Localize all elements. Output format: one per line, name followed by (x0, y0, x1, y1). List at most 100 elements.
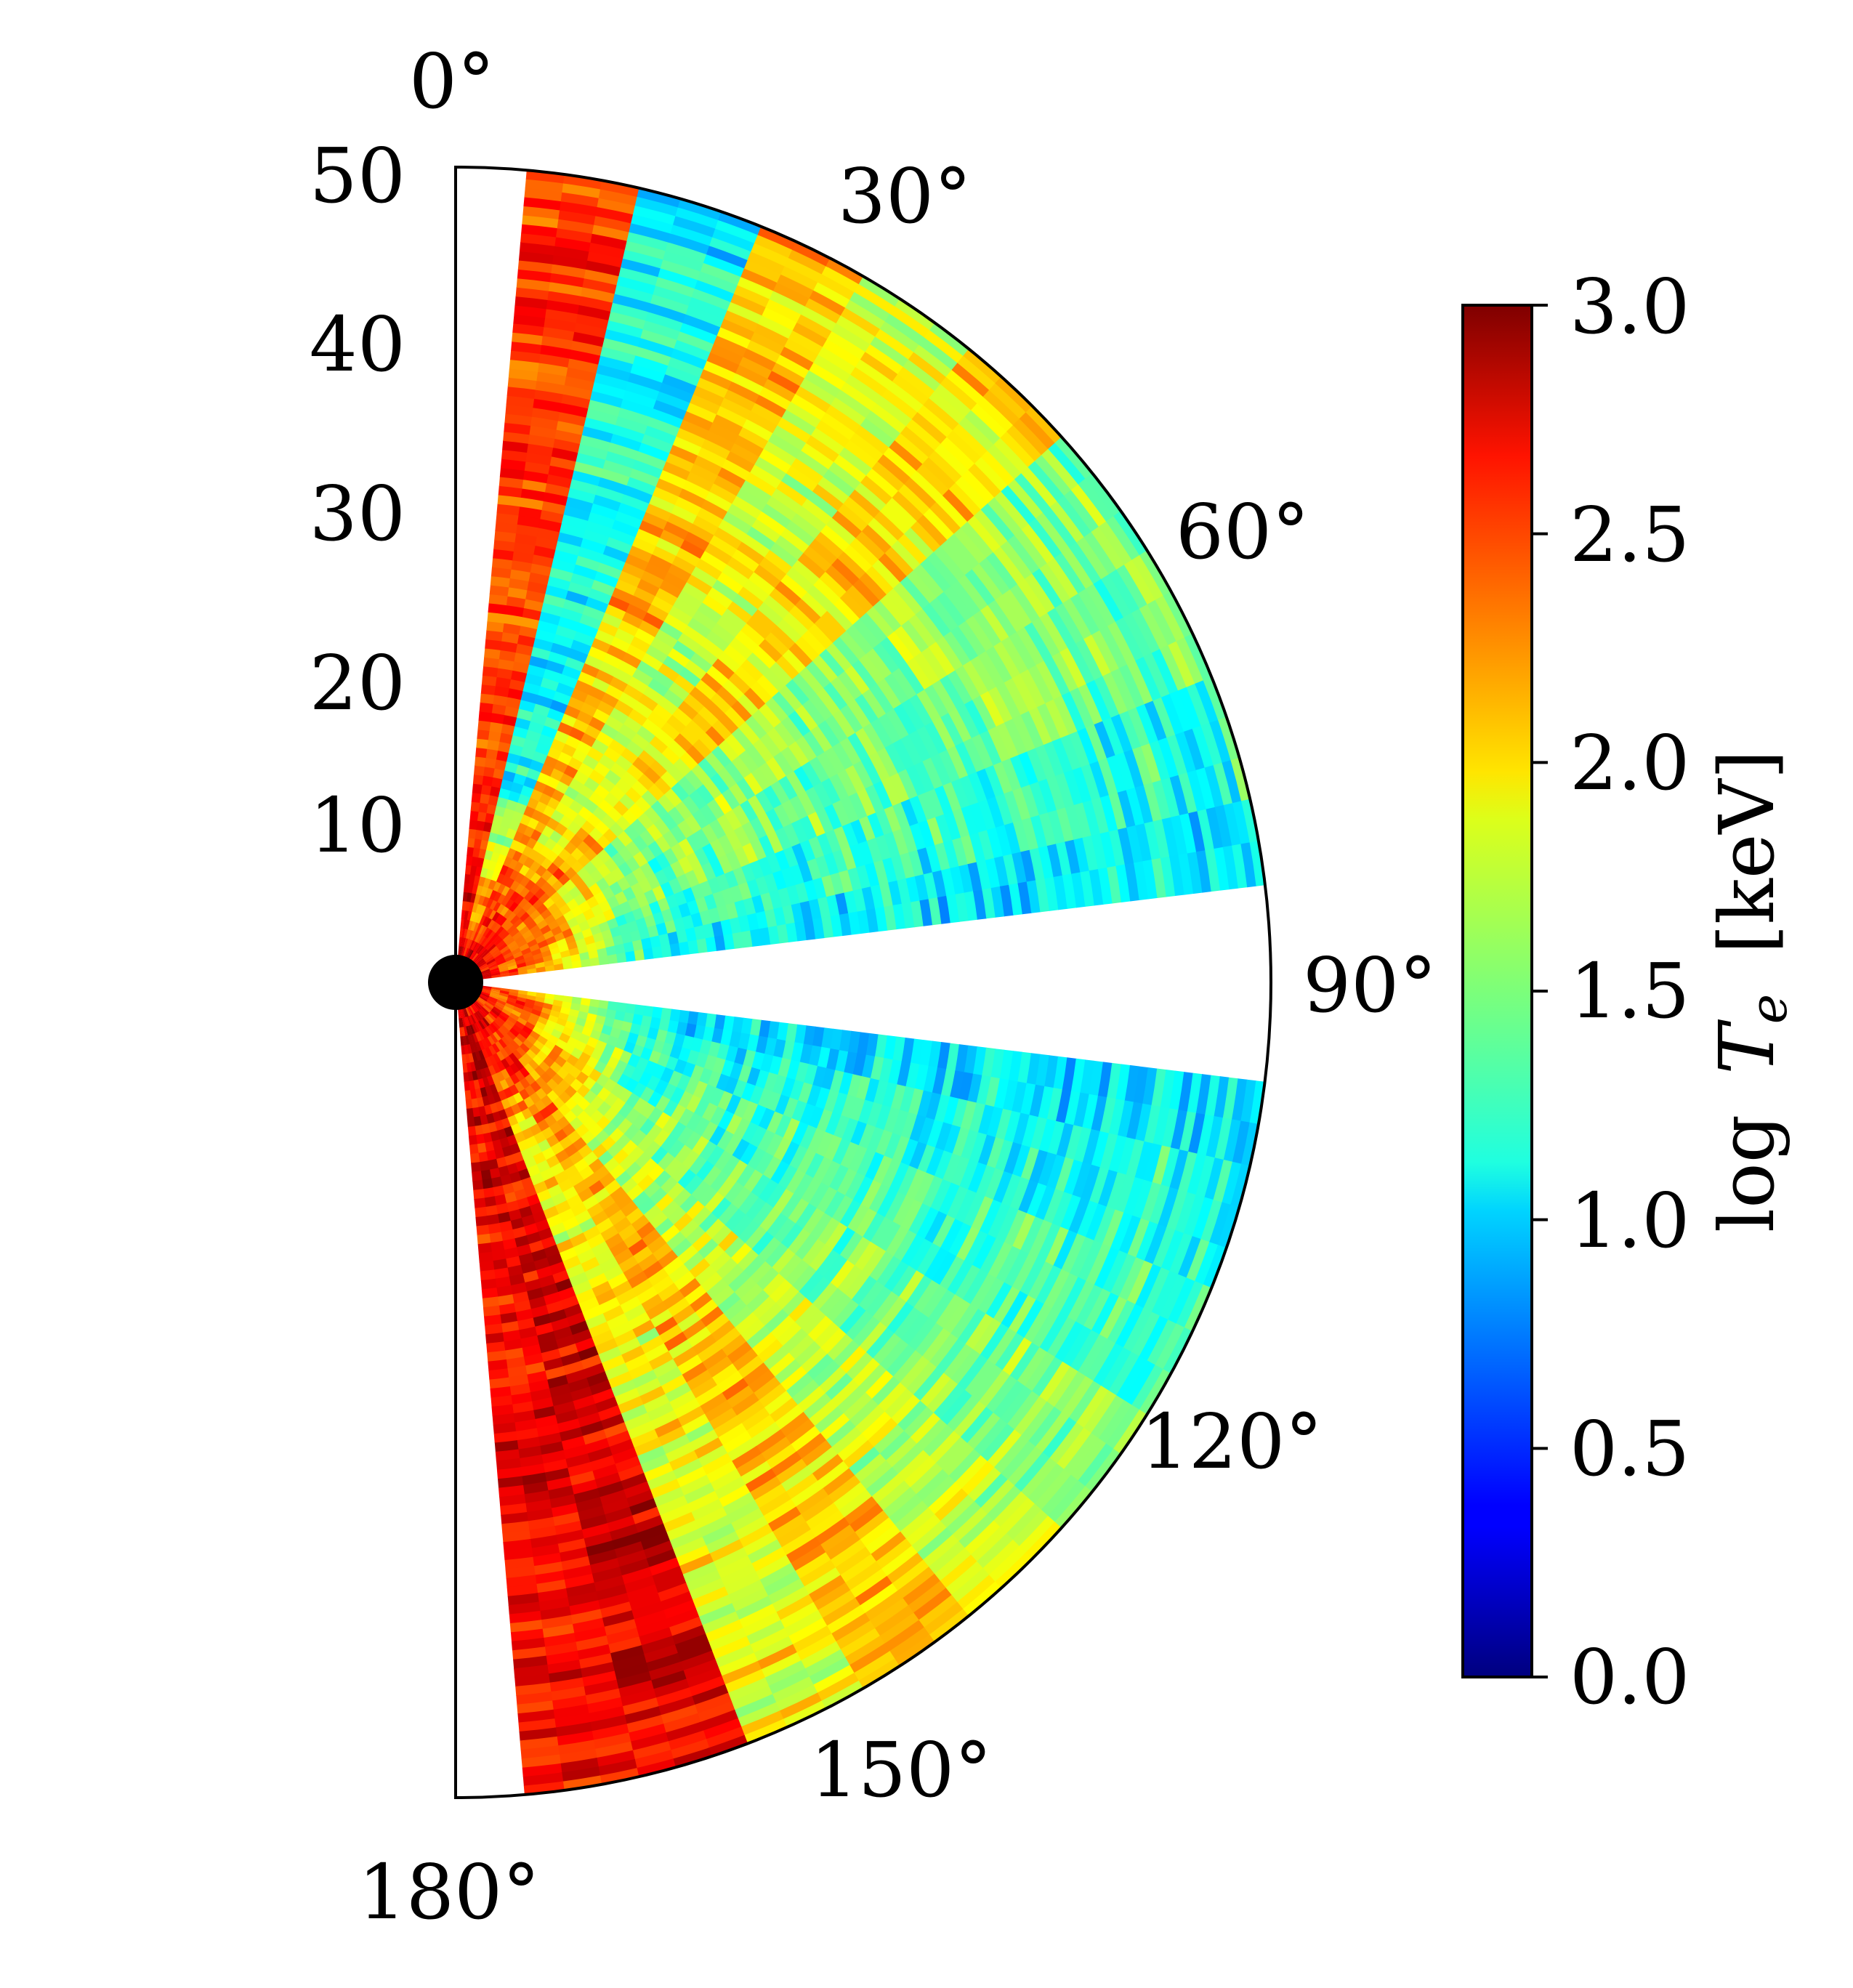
heatmap-cell (614, 284, 655, 304)
heatmap-cell (663, 1099, 679, 1118)
heatmap-cell (799, 1043, 813, 1065)
heatmap-cell (478, 1152, 488, 1163)
heatmap-cell (845, 299, 887, 331)
heatmap-cell (524, 1002, 535, 1009)
heatmap-cell (1047, 1120, 1065, 1157)
heatmap-cell (1085, 1243, 1112, 1287)
heatmap-cell (594, 215, 633, 233)
heatmap-cell (545, 1155, 560, 1169)
heatmap-cell (480, 966, 490, 973)
heatmap-cell (1038, 1361, 1071, 1404)
heatmap-cell (898, 484, 932, 517)
heatmap-cell (1214, 1118, 1232, 1162)
heatmap-cell (881, 388, 919, 421)
heatmap-cell (493, 1003, 504, 1012)
heatmap-cell (988, 687, 1014, 724)
heatmap-cell (673, 597, 699, 618)
heatmap-cell (468, 902, 475, 912)
heatmap-cell (509, 569, 532, 582)
heatmap-cell (1168, 1233, 1193, 1277)
heatmap-cell (1204, 1075, 1221, 1118)
heatmap-cell (561, 514, 589, 530)
heatmap-cell (570, 639, 593, 655)
heatmap-cell (652, 1275, 674, 1295)
heatmap-cell (774, 1094, 791, 1116)
heatmap-cell (809, 538, 839, 566)
heatmap-cell (759, 1652, 802, 1679)
heatmap-cell (477, 729, 490, 740)
heatmap-cell (900, 1312, 929, 1346)
heatmap-cell (498, 928, 508, 938)
heatmap-cell (910, 1038, 924, 1066)
heatmap-cell (701, 1611, 740, 1635)
heatmap-cell (1118, 827, 1135, 867)
heatmap-cell (495, 676, 512, 689)
heatmap-cell (730, 1392, 759, 1417)
heatmap-cell (677, 1126, 695, 1146)
heatmap-cell (755, 395, 788, 419)
heatmap-cell (868, 1251, 895, 1282)
heatmap-cell (631, 732, 650, 751)
heatmap-cell (482, 985, 493, 989)
heatmap-cell (716, 1652, 758, 1677)
heatmap-cell (796, 1149, 817, 1175)
heatmap-cell (661, 1434, 690, 1455)
heatmap-cell (727, 557, 756, 581)
heatmap-cell (899, 1086, 916, 1114)
heatmap-cell (523, 856, 536, 869)
heatmap-cell (586, 916, 600, 929)
heatmap-cell (563, 1143, 578, 1158)
heatmap-cell (622, 1263, 644, 1282)
heatmap-cell (615, 416, 649, 435)
heatmap-cell (940, 539, 974, 576)
heatmap-cell (695, 558, 724, 581)
heatmap-cell (497, 1211, 511, 1224)
heatmap-cell (545, 1019, 557, 1030)
heatmap-cell (1194, 1242, 1219, 1287)
heatmap-cell (892, 1036, 906, 1062)
heatmap-cell (948, 1222, 972, 1258)
heatmap-cell (934, 384, 973, 419)
heatmap-cell (791, 513, 823, 540)
heatmap-cell (478, 1020, 486, 1030)
heatmap-cell (551, 952, 562, 961)
heatmap-cell (940, 376, 979, 412)
heatmap-cell (576, 1412, 602, 1429)
heatmap-cell (576, 1248, 596, 1265)
heatmap-cell (610, 761, 628, 779)
heatmap-cell (708, 1126, 727, 1147)
heatmap-cell (485, 1332, 504, 1344)
heatmap-cell (583, 799, 600, 814)
heatmap-cell (460, 1018, 464, 1028)
heatmap-cell (1135, 1221, 1159, 1263)
heatmap-cell (1097, 1062, 1113, 1099)
heatmap-cell (729, 637, 754, 660)
heatmap-cell (954, 1264, 981, 1301)
heatmap-cell (459, 1018, 462, 1028)
heatmap-cell (1005, 1503, 1042, 1542)
heatmap-cell (839, 1030, 852, 1053)
heatmap-cell (522, 1270, 539, 1283)
heatmap-cell (555, 1038, 568, 1051)
heatmap-cell (729, 917, 742, 934)
heatmap-cell (628, 372, 664, 392)
heatmap-cell (625, 1584, 658, 1603)
heatmap-cell (931, 1251, 957, 1287)
heatmap-cell (462, 892, 468, 902)
heatmap-cell (693, 1025, 706, 1041)
heatmap-cell (481, 1288, 498, 1299)
heatmap-cell (481, 1058, 488, 1069)
heatmap-cell (757, 1302, 783, 1328)
heatmap-cell (651, 595, 674, 615)
heatmap-cell (1212, 1160, 1233, 1205)
heatmap-cell (734, 1312, 759, 1336)
heatmap-cell (884, 1437, 918, 1469)
heatmap-cell (813, 1406, 844, 1434)
heatmap-cell (565, 590, 590, 606)
heatmap-cell (697, 507, 724, 528)
heatmap-cell (512, 1646, 546, 1660)
heatmap-cell (762, 1499, 796, 1525)
heatmap-cell (500, 1503, 528, 1516)
heatmap-cell (772, 691, 796, 718)
heatmap-cell (701, 438, 732, 461)
